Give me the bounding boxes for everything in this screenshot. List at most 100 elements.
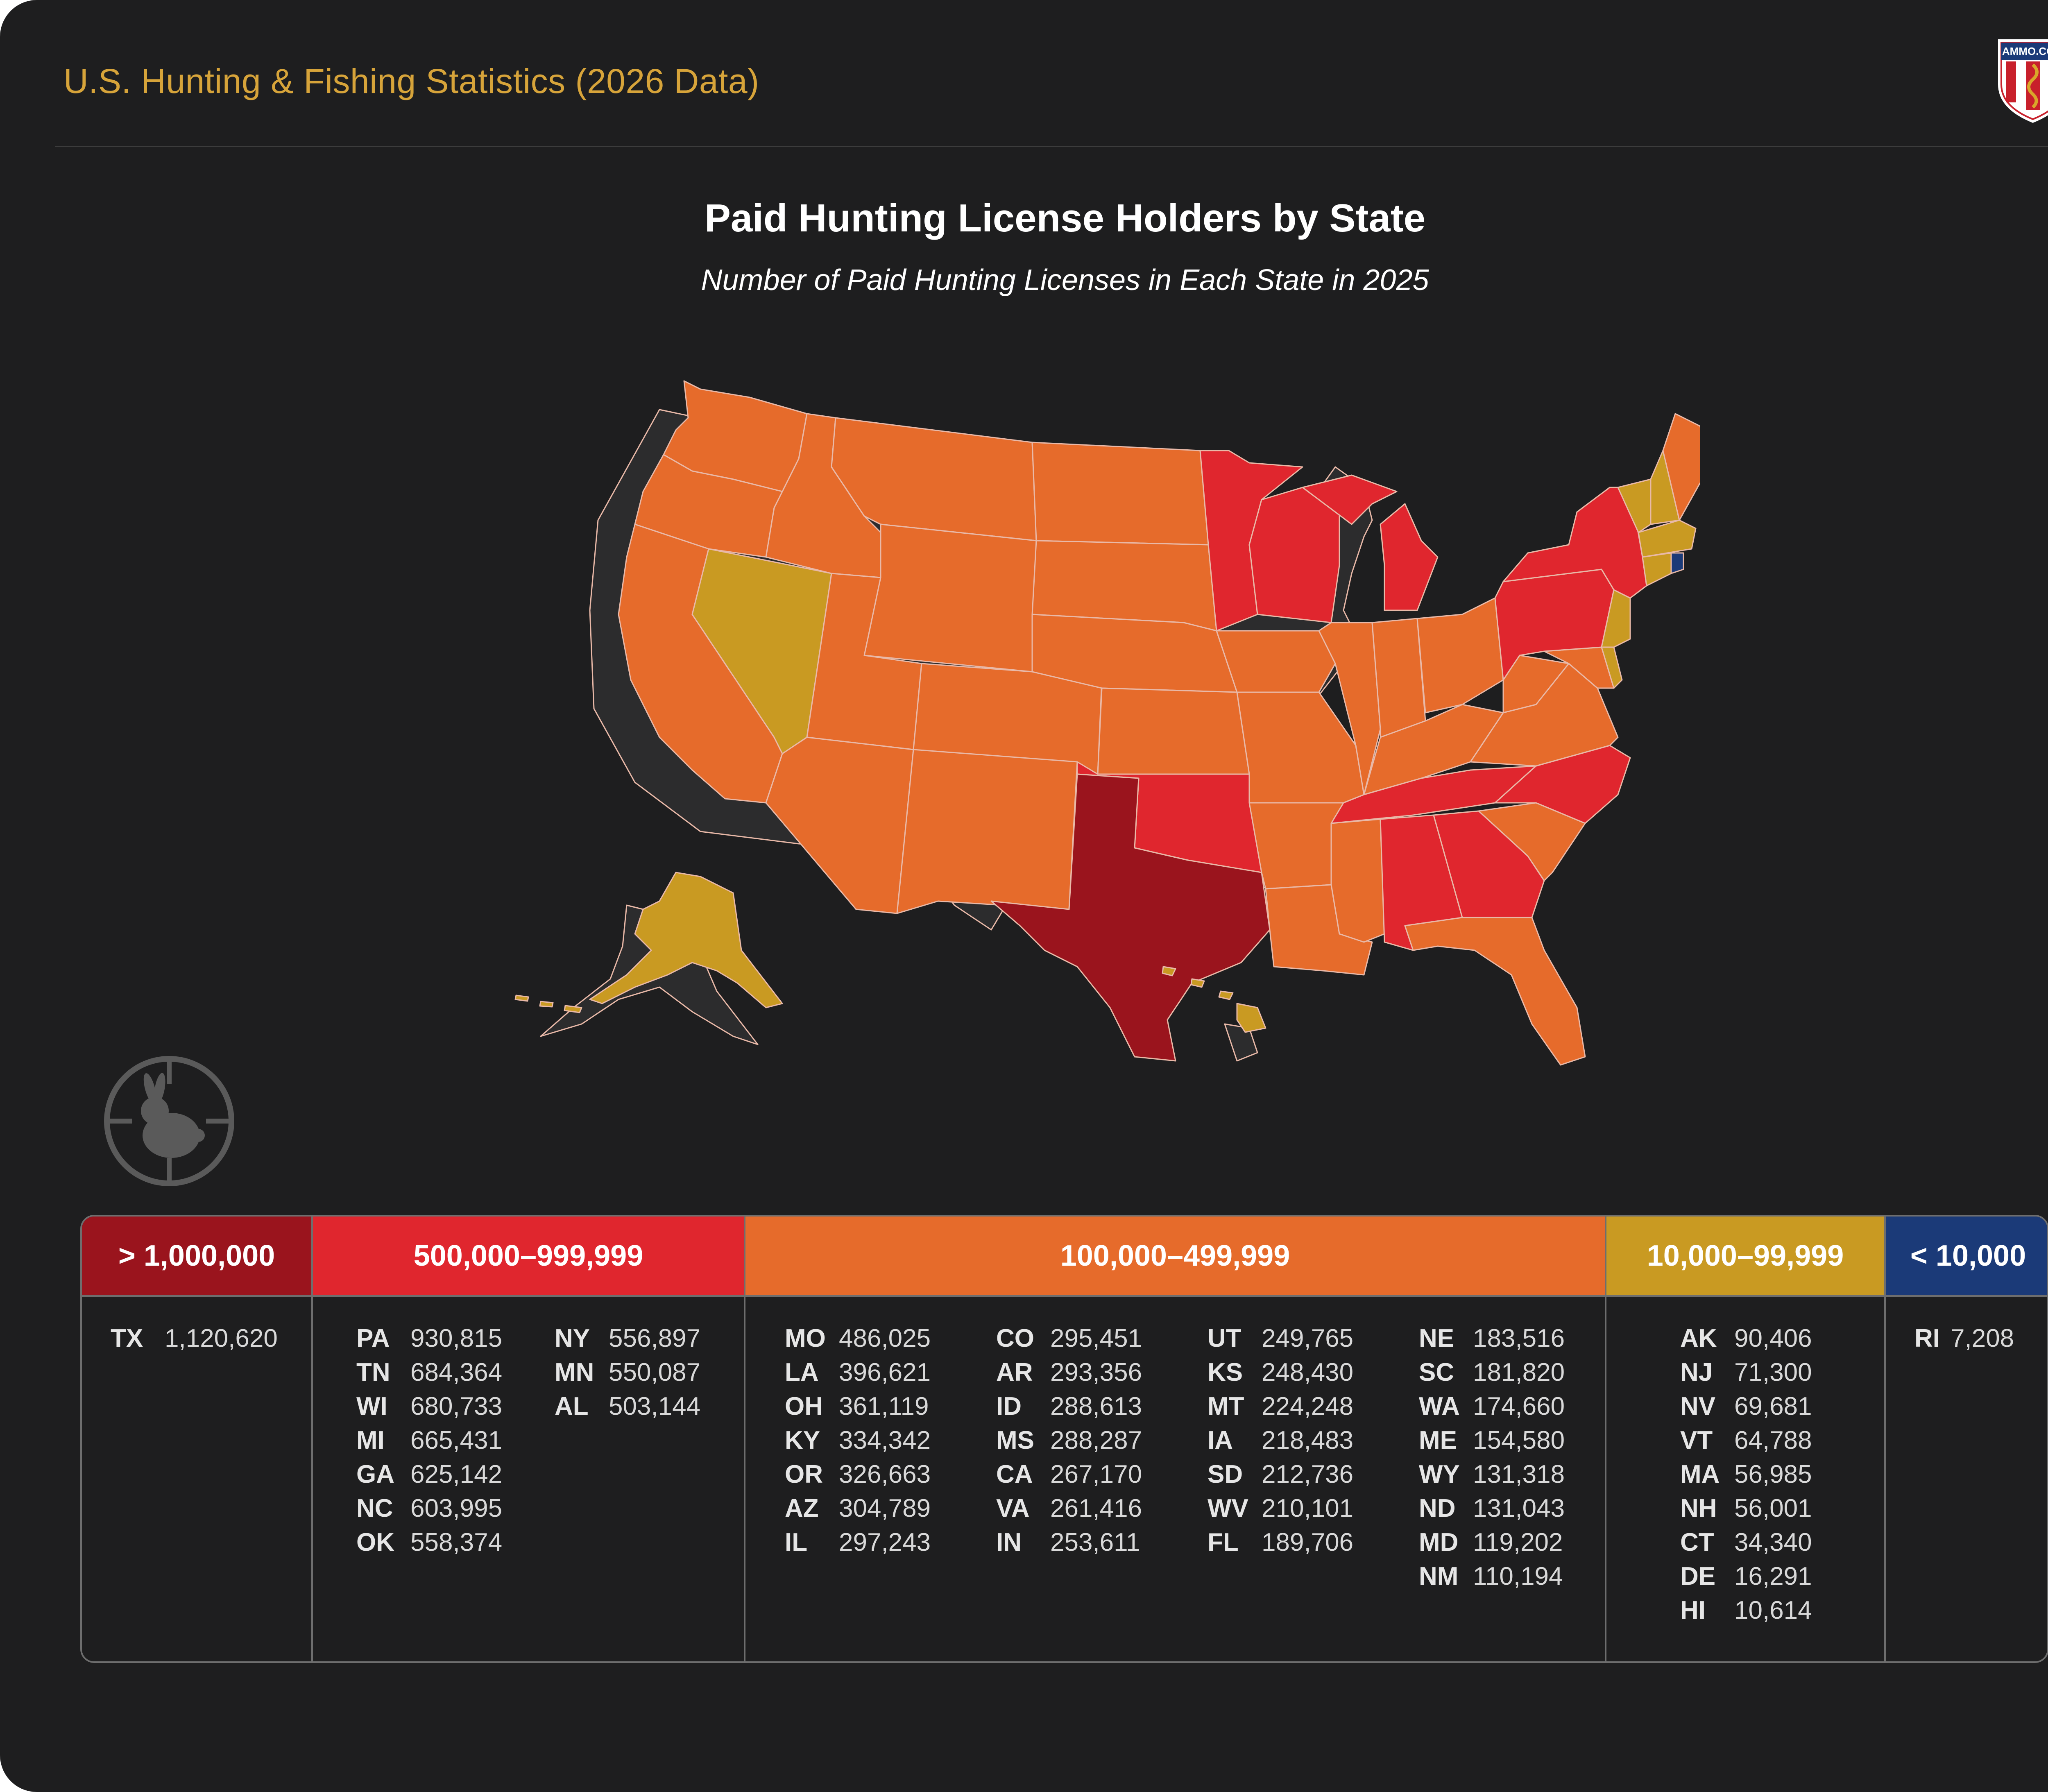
list-item: NE 183,516 [1419, 1324, 1565, 1352]
state-ND [1031, 442, 1209, 546]
tier-list: MO 486,025 LA 396,621 OH 361,119 KY 334,342 … [785, 1321, 931, 1559]
rabbit-crosshair-icon [104, 1056, 234, 1186]
list-item: VT 64,788 [1680, 1426, 1812, 1454]
list-item: UT 249,765 [1208, 1324, 1354, 1352]
list-item: ME 154,580 [1419, 1426, 1565, 1454]
legend-tier-1: > 1,000,000 TX 1,120,620 [82, 1217, 311, 1661]
svg-text:AMMO.COM: AMMO.COM [2002, 45, 2048, 57]
tier-header: 10,000–99,999 [1606, 1217, 1884, 1297]
list-item: MD 119,202 [1419, 1528, 1563, 1556]
state-KY [1363, 704, 1504, 795]
state-IL [1318, 622, 1381, 795]
state-AK-islands [514, 995, 582, 1013]
state-IA [1216, 630, 1336, 693]
list-item: AK 90,406 [1680, 1324, 1812, 1352]
tier-list: TX 1,120,620 [111, 1321, 278, 1355]
tier-header: < 10,000 [1886, 1217, 2047, 1297]
list-item: SC 181,820 [1419, 1358, 1565, 1386]
list-item: VA 261,416 [996, 1494, 1142, 1522]
legend-tier-2: 500,000–999,999 PA 930,815 TN 684,364 WI 68… [311, 1217, 744, 1661]
list-item: IL 297,243 [785, 1528, 931, 1556]
list-item: WI 680,733 [356, 1392, 503, 1420]
list-item: CA 267,170 [996, 1460, 1142, 1488]
tier-list: PA 930,815 TN 684,364 WI 680,733 MI 665,431 … [356, 1321, 502, 1559]
list-item: MI 665,431 [356, 1426, 503, 1454]
state-CT [1642, 552, 1672, 587]
state-OH [1416, 597, 1504, 714]
state-MO [1236, 691, 1365, 804]
state-FL [1404, 917, 1586, 1066]
site-title: U.S. Hunting & Fishing Statistics (2026 … [63, 62, 759, 100]
tier-list: AK 90,406 NJ 71,300 NV 69,681 VT 64,788 MA 56… [1680, 1321, 1812, 1627]
ammo-shield-logo: AMMO.COM ★ [1998, 39, 2048, 123]
list-item: WA 174,660 [1419, 1392, 1565, 1420]
list-item: SD 212,736 [1208, 1460, 1354, 1488]
us-state-map [514, 380, 1700, 1066]
tier-list: NE 183,516 SC 181,820 WA 174,660 ME 154,580 … [1419, 1321, 1565, 1593]
list-item: NY 556,897 [555, 1324, 701, 1352]
list-item: HI 10,614 [1680, 1596, 1812, 1624]
tier-header: 100,000–499,999 [745, 1217, 1605, 1297]
state-AR [1248, 802, 1344, 890]
state-WY [863, 523, 1037, 673]
list-item: PA 930,815 [356, 1324, 503, 1352]
state-MS [1330, 818, 1385, 943]
list-item: TN 684,364 [356, 1358, 503, 1386]
list-item: MN 550,087 [555, 1358, 701, 1386]
list-item: AL 503,144 [555, 1392, 701, 1420]
list-item: OK 558,374 [356, 1528, 503, 1556]
list-item: WV 210,101 [1208, 1494, 1354, 1522]
legend-tier-4: 10,000–99,999 AK 90,406 NJ 71,300 NV 69,681… [1605, 1217, 1884, 1661]
list-item: GA 625,142 [356, 1460, 503, 1488]
state-WI [1248, 487, 1340, 623]
list-item: KS 248,430 [1208, 1358, 1354, 1386]
legend-table: > 1,000,000 TX 1,120,620 500,000–999,999 … [80, 1215, 2048, 1663]
state-KS [1097, 687, 1250, 775]
map-title: Paid Hunting License Holders by State [704, 196, 1426, 240]
list-item: IN 253,611 [996, 1528, 1140, 1556]
tier-header: > 1,000,000 [82, 1217, 311, 1297]
list-item: NV 69,681 [1680, 1392, 1812, 1420]
state-HI [1162, 966, 1266, 1033]
list-item: RI 7,208 [1914, 1324, 2014, 1352]
list-item: MA 56,985 [1680, 1460, 1812, 1488]
tier-list: CO 295,451 AR 293,356 ID 288,613 MS 288,287 … [996, 1321, 1142, 1559]
list-item: MO 486,025 [785, 1324, 931, 1352]
list-item: CO 295,451 [996, 1324, 1142, 1352]
list-item: DE 16,291 [1680, 1562, 1812, 1590]
list-item: LA 396,621 [785, 1358, 931, 1386]
list-item: IA 218,483 [1208, 1426, 1354, 1454]
list-item: AR 293,356 [996, 1358, 1142, 1386]
list-item: NH 56,001 [1680, 1494, 1812, 1522]
state-TX [990, 773, 1271, 1062]
state-MI [1302, 474, 1439, 611]
list-item: WY 131,318 [1419, 1460, 1565, 1488]
header-divider [55, 146, 2048, 147]
state-NM [896, 749, 1078, 914]
list-item: NM 110,194 [1419, 1562, 1563, 1590]
list-item: NC 603,995 [356, 1494, 503, 1522]
list-item: FL 189,706 [1208, 1528, 1354, 1556]
map-subtitle: Number of Paid Hunting Licenses in Each … [701, 264, 1429, 297]
tier-list: RI 7,208 [1914, 1321, 2014, 1355]
list-item: TX 1,120,620 [111, 1324, 278, 1352]
legend-tier-3: 100,000–499,999 MO 486,025 LA 396,621 OH 36… [744, 1217, 1605, 1661]
list-item: CT 34,340 [1680, 1528, 1812, 1556]
list-item: ND 131,043 [1419, 1494, 1565, 1522]
state-AK [589, 872, 783, 1008]
list-item: MT 224,248 [1208, 1392, 1354, 1420]
list-item: ID 288,613 [996, 1392, 1142, 1420]
tier-list: NY 556,897 MN 550,087 AL 503,144 [555, 1321, 700, 1423]
state-AZ [765, 736, 914, 914]
svg-text:★: ★ [2029, 109, 2037, 120]
list-item: OR 326,663 [785, 1460, 931, 1488]
list-item: KY 334,342 [785, 1426, 931, 1454]
tier-header: 500,000–999,999 [313, 1217, 744, 1297]
state-IN [1371, 618, 1426, 738]
list-item: NJ 71,300 [1680, 1358, 1812, 1386]
tier-list: UT 249,765 KS 248,430 MT 224,248 IA 218,483 … [1208, 1321, 1353, 1559]
legend-tier-5: < 10,000 RI 7,208 [1884, 1217, 2047, 1661]
list-item: OH 361,119 [785, 1392, 929, 1420]
list-item: AZ 304,789 [785, 1494, 931, 1522]
